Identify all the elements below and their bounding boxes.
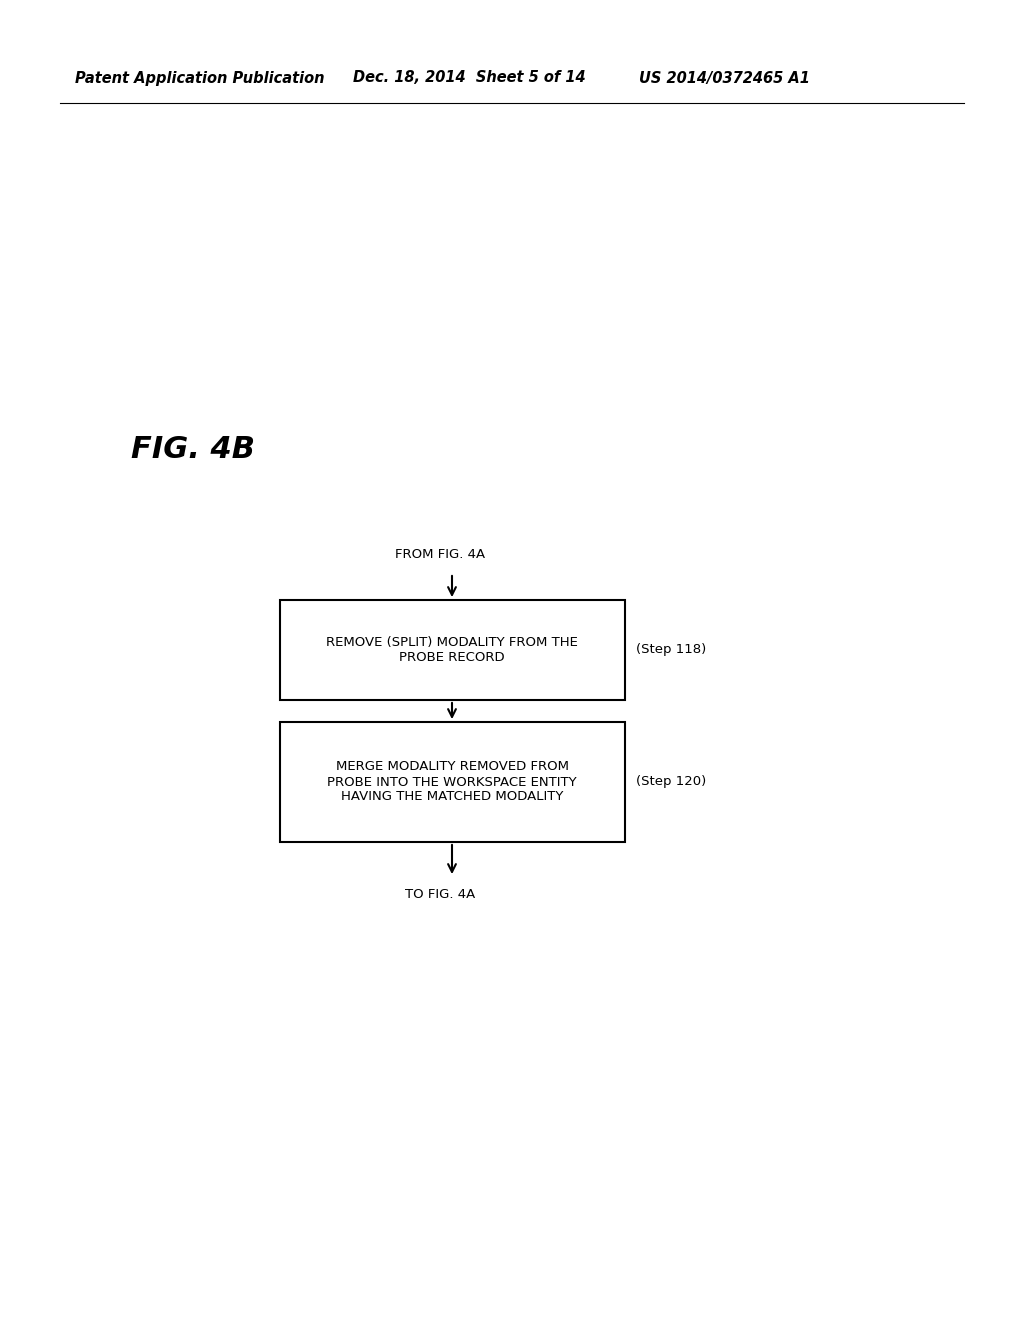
Text: Patent Application Publication: Patent Application Publication: [75, 70, 325, 86]
FancyBboxPatch shape: [280, 601, 625, 700]
Text: REMOVE (SPLIT) MODALITY FROM THE
PROBE RECORD: REMOVE (SPLIT) MODALITY FROM THE PROBE R…: [326, 636, 578, 664]
Text: FIG. 4B: FIG. 4B: [131, 436, 255, 465]
FancyBboxPatch shape: [280, 722, 625, 842]
Text: Dec. 18, 2014  Sheet 5 of 14: Dec. 18, 2014 Sheet 5 of 14: [353, 70, 586, 86]
Text: FROM FIG. 4A: FROM FIG. 4A: [395, 549, 485, 561]
Text: MERGE MODALITY REMOVED FROM
PROBE INTO THE WORKSPACE ENTITY
HAVING THE MATCHED M: MERGE MODALITY REMOVED FROM PROBE INTO T…: [328, 760, 577, 804]
Text: (Step 118): (Step 118): [637, 644, 707, 656]
Text: TO FIG. 4A: TO FIG. 4A: [404, 888, 475, 902]
Text: (Step 120): (Step 120): [637, 776, 707, 788]
Text: US 2014/0372465 A1: US 2014/0372465 A1: [639, 70, 810, 86]
